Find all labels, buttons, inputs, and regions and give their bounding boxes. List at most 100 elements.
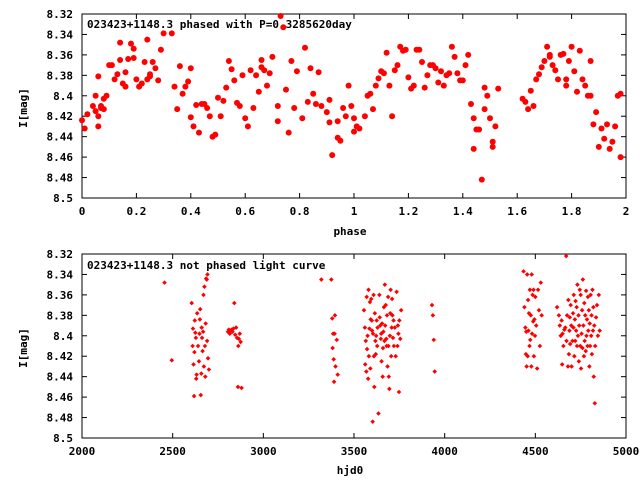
unphased-data-point [361,307,367,313]
unphased-data-point [592,343,598,349]
unphased-y-tick-label: 8.42 [47,350,74,363]
phased-data-point [144,36,151,43]
unphased-data-point [583,348,589,354]
unphased-data-point [371,353,377,359]
phased-data-point [560,50,567,57]
unphased-data-point [557,323,563,328]
phased-y-tick-label: 8.5 [53,192,73,205]
phased-data-point [451,53,458,60]
unphased-data-point [577,287,583,293]
unphased-data-point [579,307,585,313]
unphased-data-point [198,392,204,398]
unphased-data-point [330,345,335,351]
unphased-x-tick-label: 3500 [341,445,368,458]
phased-data-point [283,86,289,93]
unphased-data-point [331,379,337,385]
unphased-data-point [193,330,198,336]
unphased-data-point [193,335,199,341]
unphased-data-point [588,333,594,339]
unphased-data-point [203,321,208,326]
phased-data-point [598,125,605,132]
phased-data-point [372,82,379,89]
unphased-data-point [584,317,590,322]
unphased-data-point [564,338,569,344]
unphased-data-point [524,272,530,277]
unphased-data-point [385,364,390,369]
phased-data-point [342,113,349,120]
unphased-data-point [566,351,572,357]
phased-data-point [293,68,300,75]
unphased-data-point [573,328,579,333]
phased-data-point [329,152,336,159]
unphased-data-point [234,335,240,341]
unphased-data-point [192,349,197,355]
unphased-x-tick-label: 2000 [69,445,96,458]
phased-data-point [478,176,485,183]
phased-x-tick-label: 0.2 [126,205,146,218]
unphased-data-point [202,343,208,349]
phased-data-point [285,129,292,136]
phased-data-point [380,70,387,77]
phased-data-point [595,143,602,150]
unphased-data-point [525,353,531,359]
phased-data-point [225,58,232,64]
unphased-data-point [389,325,395,330]
unphased-data-point [397,318,402,323]
phased-data-point [375,75,382,82]
phased-data-point [489,143,496,150]
unphased-data-point [535,287,541,293]
unphased-data-point [364,294,369,300]
phased-data-point [495,85,502,92]
unphased-data-point [238,339,243,345]
phased-data-point [389,113,396,120]
unphased-data-point [203,374,208,379]
unphased-data-point [430,313,436,318]
unphased-data-point [585,328,591,333]
phased-data-point [280,24,287,31]
unphased-data-point [591,304,596,310]
phased-data-point [326,119,333,126]
phased-data-point [212,131,219,138]
unphased-x-tick-label: 3000 [250,445,277,458]
phased-data-point [84,111,91,118]
phased-data-point [274,103,281,109]
unphased-data-point [199,325,204,330]
unphased-data-point [195,343,201,349]
phased-data-point [574,88,580,95]
unphased-data-point [588,292,593,298]
unphased-data-point [580,277,586,282]
unphased-data-point [199,335,205,341]
phased-data-point [114,71,121,78]
unphased-data-point [205,355,211,361]
phased-data-point [419,59,425,65]
phased-data-point [440,82,447,89]
unphased-data-point [529,331,535,337]
phased-data-point [601,135,608,142]
phased-data-point [568,43,575,50]
unphased-data-point [571,325,576,330]
phased-data-point [527,87,534,94]
unphased-data-point [530,319,536,324]
unphased-data-point [579,331,584,337]
phased-data-point [416,46,423,53]
phased-data-point [128,40,134,47]
phased-data-point [533,76,540,83]
unphased-data-point [392,325,398,330]
phased-y-tick-label: 8.38 [47,69,74,82]
phased-y-tick-label: 8.42 [47,110,74,123]
unphased-light-curve-panel: 023423+1148.3 not phased light curve hjd… [17,248,639,477]
unphased-data-point [529,272,535,277]
phased-data-point [546,51,553,58]
phased-data-point [299,115,306,122]
unphased-data-point [394,289,399,295]
phased-x-tick-label: 1.2 [398,205,418,218]
unphased-data-point [597,328,603,333]
unphased-data-point [319,277,324,282]
unphased-data-point [575,282,580,287]
phased-data-point [125,56,132,62]
phased-x-tick-label: 1 [351,205,358,218]
phased-data-point [432,65,439,72]
unphased-data-point [583,288,589,294]
unphased-data-point [562,325,568,330]
